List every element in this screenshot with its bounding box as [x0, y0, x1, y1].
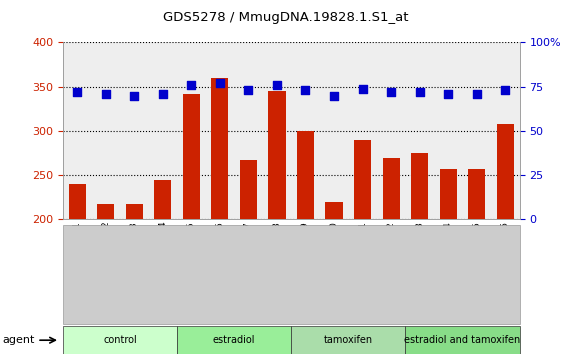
Point: [387, 89, 396, 95]
Point: [501, 87, 510, 93]
Bar: [497, 124, 514, 219]
Text: estradiol and tamoxifen: estradiol and tamoxifen: [404, 335, 521, 345]
Point: [244, 87, 253, 93]
Bar: [268, 91, 286, 219]
Point: [272, 82, 282, 88]
Bar: [440, 169, 457, 219]
Bar: [183, 94, 200, 219]
Point: [101, 91, 110, 97]
Bar: [240, 160, 257, 219]
Bar: [411, 153, 428, 219]
Point: [444, 91, 453, 97]
Text: estradiol: estradiol: [213, 335, 255, 345]
Point: [301, 87, 310, 93]
Point: [472, 91, 481, 97]
Bar: [211, 78, 228, 219]
Bar: [325, 202, 343, 219]
Point: [73, 89, 82, 95]
Bar: [69, 184, 86, 219]
Bar: [354, 140, 371, 219]
Bar: [154, 180, 171, 219]
Bar: [97, 205, 114, 219]
Text: GDS5278 / MmugDNA.19828.1.S1_at: GDS5278 / MmugDNA.19828.1.S1_at: [163, 11, 408, 24]
Bar: [468, 169, 485, 219]
Point: [158, 91, 167, 97]
Point: [187, 82, 196, 88]
Text: control: control: [103, 335, 137, 345]
Point: [215, 80, 224, 86]
Point: [358, 86, 367, 91]
Bar: [297, 131, 314, 219]
Bar: [383, 158, 400, 219]
Point: [130, 93, 139, 98]
Point: [415, 89, 424, 95]
Text: agent: agent: [3, 335, 35, 345]
Point: [329, 93, 339, 98]
Text: tamoxifen: tamoxifen: [324, 335, 373, 345]
Bar: [126, 205, 143, 219]
